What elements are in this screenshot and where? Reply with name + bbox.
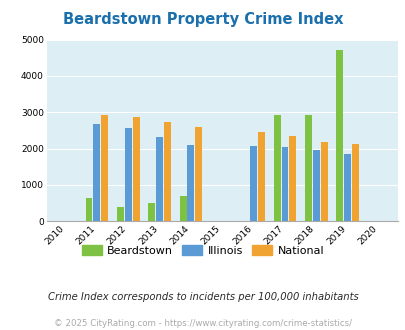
Bar — [336, 50, 343, 221]
Bar — [289, 136, 296, 221]
Bar — [249, 146, 256, 221]
Bar — [156, 137, 163, 221]
Bar — [164, 122, 171, 221]
Bar — [258, 132, 264, 221]
Bar — [273, 115, 280, 221]
Bar — [304, 115, 311, 221]
Text: Crime Index corresponds to incidents per 100,000 inhabitants: Crime Index corresponds to incidents per… — [47, 292, 358, 302]
Bar — [85, 198, 92, 221]
Bar — [117, 207, 124, 221]
Bar — [132, 116, 139, 221]
Text: © 2025 CityRating.com - https://www.cityrating.com/crime-statistics/: © 2025 CityRating.com - https://www.city… — [54, 319, 351, 328]
Text: Beardstown Property Crime Index: Beardstown Property Crime Index — [63, 12, 342, 26]
Legend: Beardstown, Illinois, National: Beardstown, Illinois, National — [77, 240, 328, 260]
Bar — [343, 153, 350, 221]
Bar — [281, 147, 288, 221]
Bar — [148, 203, 155, 221]
Bar — [124, 128, 131, 221]
Bar — [187, 145, 194, 221]
Bar — [195, 127, 202, 221]
Bar — [101, 115, 108, 221]
Bar — [179, 196, 186, 221]
Bar — [320, 142, 327, 221]
Bar — [312, 149, 319, 221]
Bar — [351, 144, 358, 221]
Bar — [93, 124, 100, 221]
